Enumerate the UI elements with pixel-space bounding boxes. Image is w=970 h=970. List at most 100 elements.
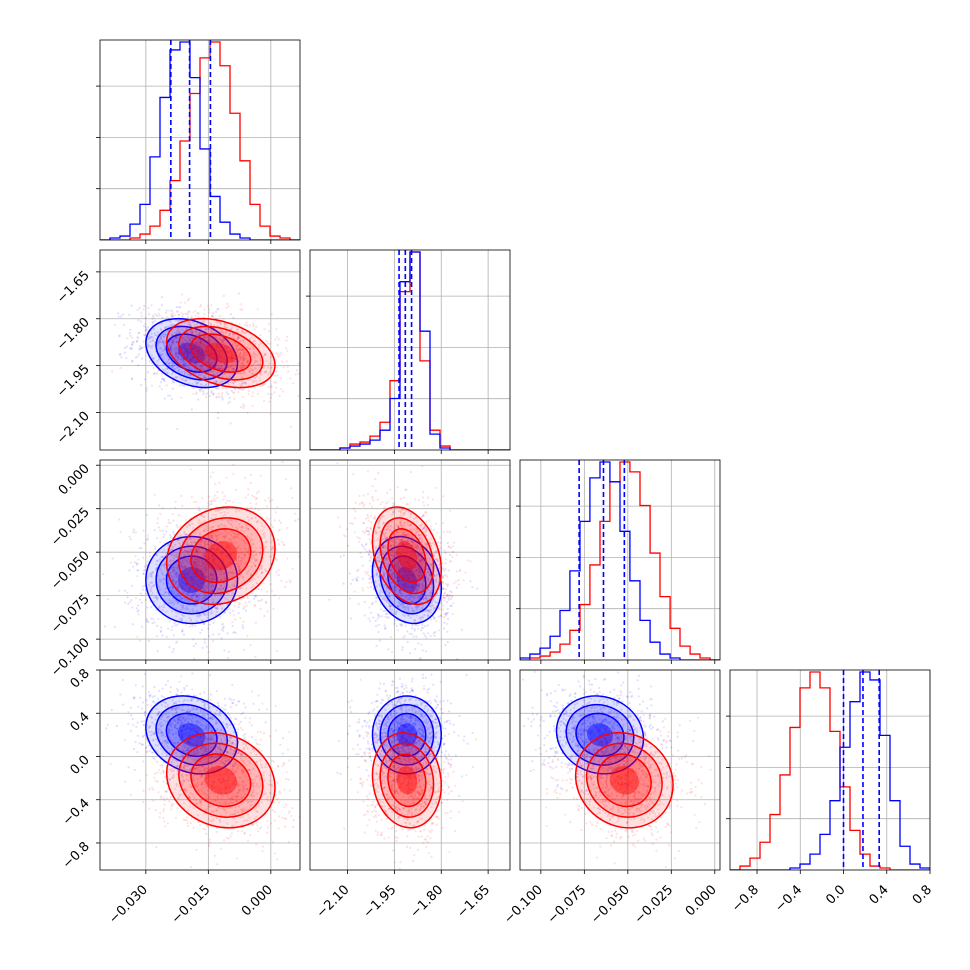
scatter-point — [445, 612, 448, 615]
scatter-point — [143, 304, 146, 308]
histogram-panel — [100, 40, 300, 240]
scatter-point — [367, 530, 370, 533]
scatter-point — [184, 379, 188, 383]
scatter-point — [197, 615, 200, 619]
scatter-point — [261, 384, 264, 387]
scatter-point — [229, 533, 233, 537]
scatter-point — [165, 367, 168, 370]
scatter-point — [374, 580, 377, 584]
scatter-point — [217, 525, 220, 528]
scatter-point — [203, 596, 206, 599]
scatter-point — [121, 313, 125, 316]
scatter-point — [250, 364, 253, 368]
scatter-point — [186, 351, 189, 354]
scatter-point — [210, 544, 213, 547]
scatter-point — [257, 519, 260, 523]
scatter-point — [204, 577, 207, 580]
scatter-point — [188, 351, 191, 354]
scatter-point — [157, 312, 161, 315]
scatter-point — [190, 597, 194, 600]
scatter-point — [238, 354, 241, 357]
scatter-point — [223, 535, 226, 539]
scatter-point — [392, 510, 395, 514]
scatter-point — [400, 552, 403, 555]
scatter-point — [221, 622, 225, 625]
scatter-point — [218, 481, 221, 484]
scatter-point — [186, 543, 189, 546]
scatter-point — [265, 370, 268, 373]
scatter-point — [174, 335, 177, 339]
scatter-point — [208, 361, 211, 365]
scatter-point — [183, 573, 186, 576]
scatter-point — [201, 496, 204, 500]
scatter-point — [291, 382, 295, 385]
scatter-point — [156, 363, 159, 366]
scatter-point — [131, 623, 134, 626]
scatter-point — [184, 576, 187, 579]
scatter-point — [192, 576, 195, 579]
scatter-point — [417, 555, 420, 558]
scatter-point — [230, 356, 233, 359]
scatter-point — [206, 350, 209, 353]
scatter-point — [177, 573, 180, 576]
scatter-point — [243, 541, 246, 545]
scatter-point — [408, 578, 411, 581]
scatter-point — [232, 613, 235, 616]
density-fill — [191, 334, 251, 373]
scatter-point — [131, 606, 134, 609]
scatter-point — [415, 583, 418, 586]
scatter-point — [250, 538, 254, 542]
scatter-point — [240, 357, 243, 360]
scatter-point — [219, 584, 222, 587]
scatter-point — [128, 600, 132, 604]
scatter-point — [177, 353, 181, 356]
scatter-point — [419, 616, 423, 619]
scatter-point — [405, 560, 408, 563]
scatter-point — [393, 539, 396, 542]
scatter-point — [241, 355, 245, 358]
scatter-point — [207, 599, 210, 602]
scatter-point — [218, 588, 222, 591]
scatter-point — [204, 568, 207, 572]
scatter-point — [392, 571, 395, 574]
scatter-point — [130, 377, 134, 380]
scatter-point — [283, 585, 287, 589]
scatter-point — [182, 363, 185, 366]
scatter-point — [232, 463, 235, 466]
scatter-point — [238, 353, 241, 356]
scatter-point — [175, 310, 178, 313]
scatter-point — [232, 552, 235, 555]
scatter-point — [195, 614, 198, 618]
scatter-point — [219, 367, 222, 370]
scatter-point — [185, 351, 189, 354]
scatter-point — [196, 570, 199, 573]
scatter-point — [229, 333, 232, 336]
scatter-point — [404, 583, 408, 586]
density-fill — [178, 326, 263, 380]
scatter-point — [394, 587, 397, 590]
scatter-point — [286, 335, 289, 338]
scatter-point — [143, 568, 146, 571]
scatter-point — [438, 566, 441, 569]
scatter-point — [184, 573, 187, 577]
scatter-point — [204, 376, 208, 380]
scatter-point — [304, 365, 306, 367]
scatter-point — [242, 539, 246, 542]
scatter-point — [421, 623, 424, 626]
scatter-point — [208, 308, 211, 311]
scatter-point — [137, 353, 141, 356]
scatter-point — [211, 500, 214, 503]
scatter-point — [221, 606, 224, 609]
scatter-point — [221, 338, 224, 342]
scatter-point — [75, 316, 77, 318]
scatter-point — [257, 343, 260, 347]
scatter-point — [200, 586, 204, 589]
scatter-point — [222, 332, 226, 335]
scatter-point — [248, 347, 251, 351]
scatter-point — [248, 370, 251, 373]
scatter-point — [252, 561, 255, 565]
scatter-point — [165, 525, 169, 528]
scatter-point — [223, 325, 227, 329]
scatter-point — [185, 366, 188, 369]
scatter-point — [113, 323, 117, 326]
